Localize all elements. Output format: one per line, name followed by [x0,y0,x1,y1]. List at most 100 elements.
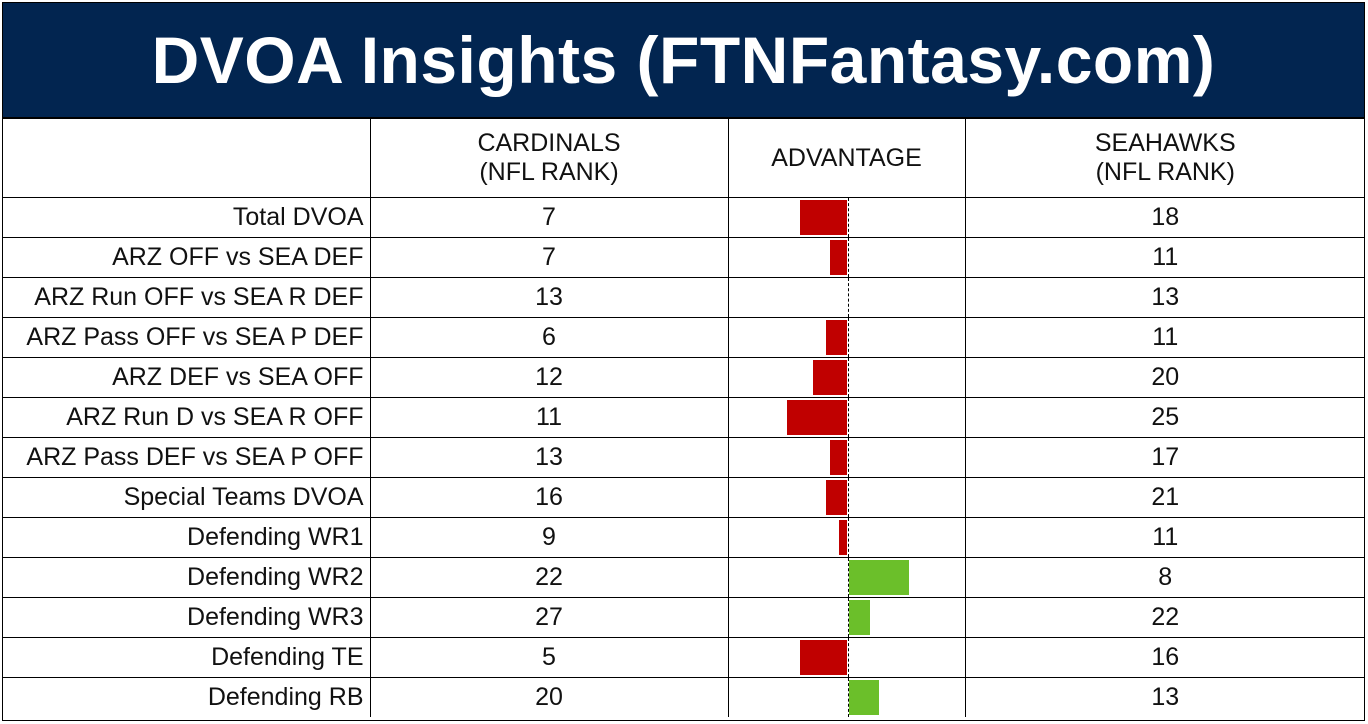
advantage-track [729,598,964,637]
advantage-axis-line [847,478,849,517]
right-team-rank: 18 [964,197,1364,238]
advantage-cell [727,197,966,238]
left-team-rank: 22 [369,557,729,598]
table-row: Defending TE 5 16 [3,637,1364,678]
advantage-track [729,278,964,317]
advantage-bar-left [786,400,848,435]
advantage-track [729,678,964,717]
advantage-bar-left [838,520,848,555]
left-team-rank: 13 [369,277,729,318]
table-row: ARZ DEF vs SEA OFF 12 20 [3,357,1364,398]
left-team-rank: 7 [369,237,729,278]
table-row: ARZ OFF vs SEA DEF 7 11 [3,237,1364,278]
table-row: Defending WR3 27 22 [3,597,1364,638]
advantage-track [729,238,964,277]
left-team-rank: 20 [369,677,729,717]
advantage-cell [727,477,966,518]
right-team-rank: 13 [964,677,1364,717]
table-row: Defending WR2 22 8 [3,557,1364,598]
advantage-cell [727,237,966,278]
advantage-axis-line [847,598,849,637]
advantage-track [729,638,964,677]
header-advantage: ADVANTAGE [727,118,966,198]
advantage-axis-line [847,558,849,597]
advantage-track [729,478,964,517]
row-label: Defending TE [3,637,371,678]
right-team-subtitle: (NFL RANK) [1095,158,1235,186]
row-label: Defending WR1 [3,517,371,558]
advantage-bar-left [812,360,848,395]
advantage-axis-line [847,198,849,237]
left-team-rank: 13 [369,437,729,478]
advantage-cell [727,357,966,398]
row-label: ARZ Run D vs SEA R OFF [3,397,371,438]
advantage-cell [727,557,966,598]
advantage-track [729,358,964,397]
advantage-axis-line [847,638,849,677]
left-team-rank: 7 [369,197,729,238]
table-row: Special Teams DVOA 16 21 [3,477,1364,518]
table-row: ARZ Run D vs SEA R OFF 11 25 [3,397,1364,438]
table-row: ARZ Pass DEF vs SEA P OFF 13 17 [3,437,1364,478]
table-body: Total DVOA 7 18 ARZ OFF vs SEA DEF 7 11 ARZ Ru… [3,197,1364,717]
row-label: ARZ Run OFF vs SEA R DEF [3,277,371,318]
table-row: Defending WR1 9 11 [3,517,1364,558]
advantage-axis-line [847,358,849,397]
row-label: Special Teams DVOA [3,477,371,518]
advantage-axis-line [847,518,849,557]
advantage-cell [727,317,966,358]
table-row: ARZ Pass OFF vs SEA P DEF 6 11 [3,317,1364,358]
advantage-track [729,198,964,237]
right-team-rank: 20 [964,357,1364,398]
left-team-name: CARDINALS [477,129,621,157]
left-team-rank: 27 [369,597,729,638]
row-label: ARZ OFF vs SEA DEF [3,237,371,278]
advantage-cell [727,517,966,558]
row-label: ARZ Pass OFF vs SEA P DEF [3,317,371,358]
advantage-cell [727,597,966,638]
advantage-axis-line [847,278,849,317]
advantage-bar-left [825,320,848,355]
header-right-team: SEAHAWKS (NFL RANK) [964,118,1364,198]
advantage-bar-left [799,200,848,235]
table-row: Defending RB 20 13 [3,677,1364,717]
advantage-track [729,518,964,557]
advantage-bar-right [848,680,879,715]
table-row: Total DVOA 7 18 [3,197,1364,238]
advantage-axis-line [847,238,849,277]
right-team-rank: 11 [964,317,1364,358]
advantage-bar-left [825,480,848,515]
advantage-axis-line [847,318,849,357]
row-label: Defending WR2 [3,557,371,598]
right-team-rank: 8 [964,557,1364,598]
right-team-rank: 13 [964,277,1364,318]
right-team-rank: 25 [964,397,1364,438]
left-team-rank: 11 [369,397,729,438]
left-team-rank: 5 [369,637,729,678]
advantage-bar-left [799,640,848,675]
header-label-column [3,118,371,198]
header-row: CARDINALS (NFL RANK) ADVANTAGE SEAHAWKS … [3,118,1364,198]
advantage-cell [727,397,966,438]
right-team-rank: 11 [964,237,1364,278]
advantage-axis-line [847,438,849,477]
left-team-rank: 6 [369,317,729,358]
advantage-axis-line [847,678,849,717]
right-team-rank: 16 [964,637,1364,678]
left-team-subtitle: (NFL RANK) [479,158,619,186]
right-team-rank: 22 [964,597,1364,638]
advantage-bar-right [848,600,871,635]
advantage-bar-left [830,240,848,275]
page-title: DVOA Insights (FTNFantasy.com) [3,3,1364,118]
advantage-track [729,438,964,477]
advantage-track [729,398,964,437]
advantage-cell [727,277,966,318]
row-label: Total DVOA [3,197,371,238]
advantage-track [729,318,964,357]
advantage-cell [727,677,966,717]
advantage-track [729,558,964,597]
advantage-cell [727,437,966,478]
right-team-rank: 21 [964,477,1364,518]
header-left-team: CARDINALS (NFL RANK) [369,118,729,198]
